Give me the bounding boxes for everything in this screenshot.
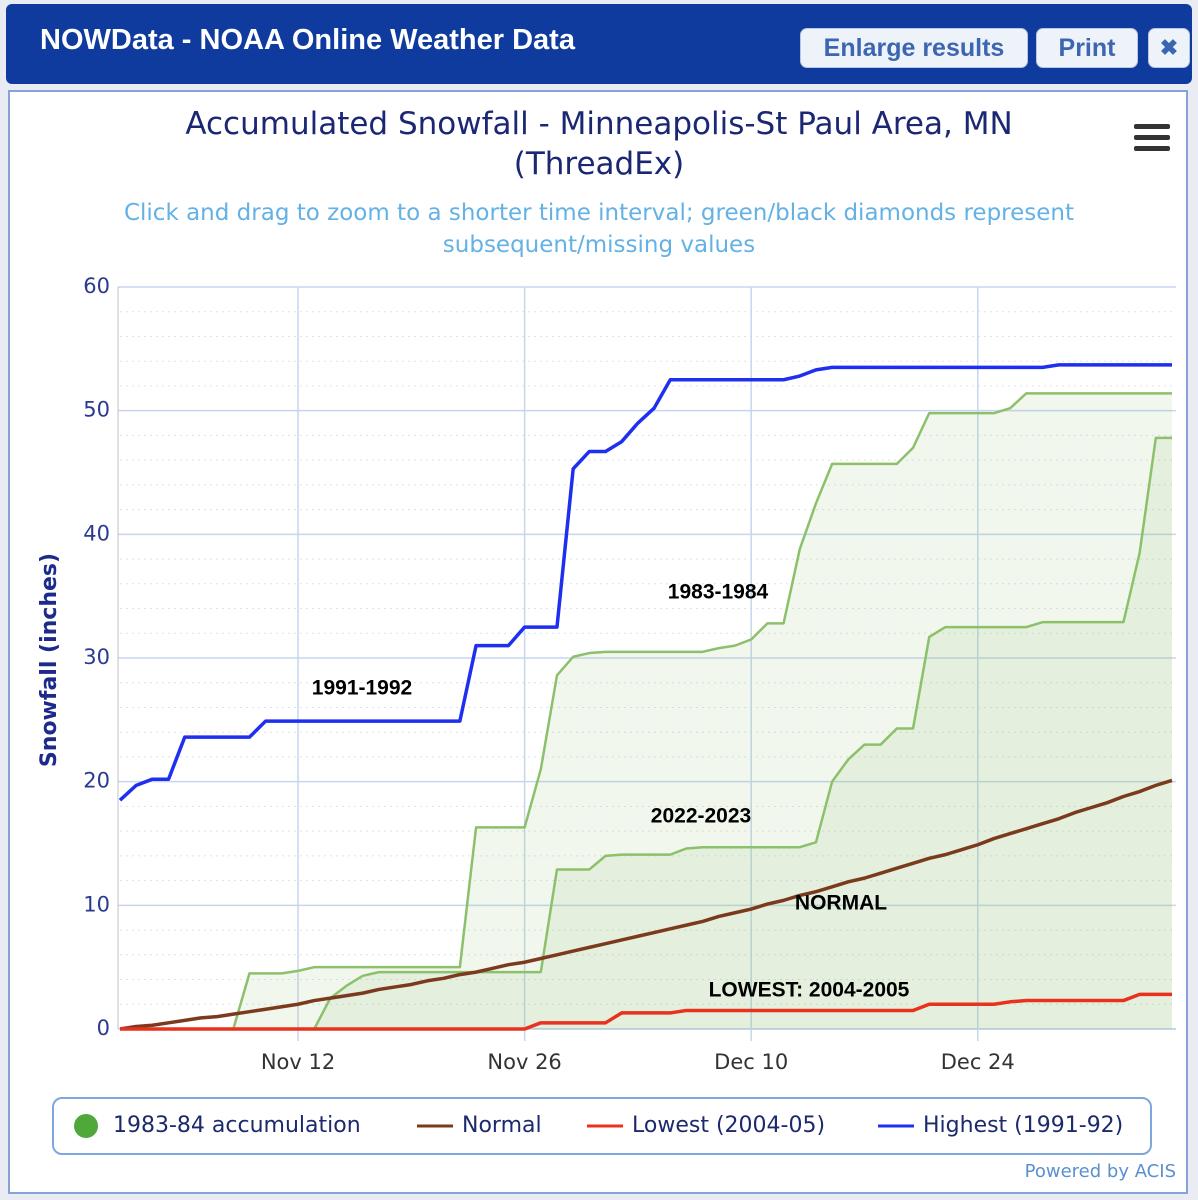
x-tick-label: Dec 10 [714,1050,788,1074]
legend-label: 1983-84 accumulation [113,1113,361,1138]
series-line [119,778,1173,1031]
x-tick-label: Nov 26 [487,1050,561,1074]
chart-subtitle: Click and drag to zoom to a shorter time… [123,200,1075,258]
y-axis-label: Snowfall (inches) [37,553,62,767]
results-panel [8,90,1188,1194]
y-tick-label: 40 [83,521,110,545]
y-tick-label: 20 [83,769,110,793]
y-tick-label: 60 [83,274,110,298]
y-tick-label: 0 [97,1016,110,1040]
y-tick-label: 30 [83,645,110,669]
legend-label: Normal [462,1113,542,1138]
close-button[interactable]: ✖ [1148,28,1190,68]
series-area [120,393,1172,1029]
header-title: NOWData - NOAA Online Weather Data [40,24,575,56]
credit: Powered by ACIS [1024,1161,1176,1182]
annotation: NORMAL [795,892,887,915]
annotation: LOWEST: 2004-2005 [709,979,910,1002]
header-bar: NOWData - NOAA Online Weather Data Enlar… [6,4,1192,84]
y-tick-label: 10 [83,892,110,916]
legend-label: Highest (1991-92) [923,1113,1123,1138]
series-line [313,436,1172,1030]
x-tick-label: Dec 24 [941,1050,1015,1074]
annotation: 1983-1984 [668,581,769,604]
series-line [120,392,1172,1031]
series-area [314,437,1172,1030]
legend-label: Lowest (2004-05) [632,1113,825,1138]
series-line [118,363,1172,802]
annotation: 1991-1992 [312,677,412,700]
legend-marker [74,1114,98,1138]
enlarge-button[interactable]: Enlarge results [800,28,1028,68]
y-tick-label: 50 [83,398,110,422]
chart-title: Accumulated Snowfall - Minneapolis-St Pa… [185,106,1013,182]
series-line [120,992,1172,1031]
menu-icon[interactable] [1134,124,1170,151]
print-button[interactable]: Print [1036,28,1138,68]
annotation: 2022-2023 [651,805,751,828]
x-tick-label: Nov 12 [261,1050,335,1074]
